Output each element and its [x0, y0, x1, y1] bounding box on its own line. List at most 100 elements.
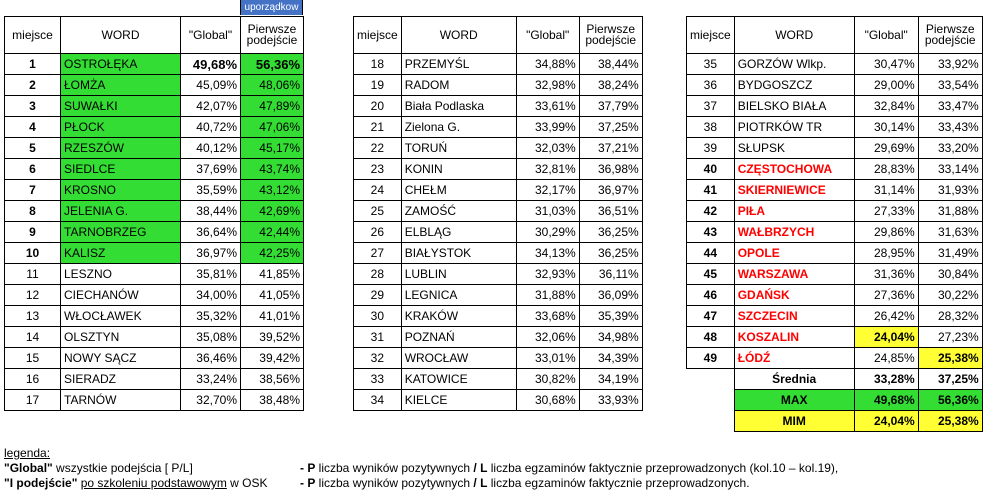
global-value-cell: 30,47% [853, 53, 919, 75]
table-row: 32 WROCŁAW 33,01% 34,39% [353, 347, 643, 369]
rank-cell: 27 [353, 242, 402, 264]
first-attempt-value-cell: 31,63% [917, 221, 983, 243]
word-name-cell: ELBLĄG [400, 221, 517, 243]
first-attempt-value-cell: 33,14% [917, 158, 983, 180]
word-name-cell: TARNÓW [60, 389, 181, 411]
legend-tail-1: liczba egzaminów faktycznie przeprowadzo… [487, 461, 839, 475]
global-value-cell: 33,01% [515, 347, 580, 369]
word-name-cell: ŁÓDŹ [733, 347, 855, 369]
table-row: 30 KRAKÓW 33,68% 35,39% [353, 305, 643, 327]
summary-label-min: MIM [733, 410, 855, 432]
col-header-first-l2: podejście [585, 33, 637, 47]
word-name-cell: CHEŁM [400, 179, 517, 201]
rank-cell: 8 [4, 200, 61, 222]
word-name-cell: PŁOCK [60, 116, 181, 138]
first-attempt-value-cell: 42,44% [240, 221, 304, 243]
table-row: 42 PIŁA 27,33% 31,88% [686, 200, 983, 222]
global-value-cell: 27,33% [853, 200, 919, 222]
legend: legenda: "Global" wszystkie podejścia [ … [4, 446, 838, 491]
summary-label-average: Średnia [733, 368, 855, 390]
first-attempt-value-cell: 36,09% [578, 284, 643, 306]
word-name-cell: TARNOBRZEG [60, 221, 181, 243]
word-name-cell: NOWY SĄCZ [60, 347, 181, 369]
legend-desc-first-tail: w OSK [226, 476, 268, 490]
rank-cell: 20 [353, 95, 402, 117]
table-row: 9 TARNOBRZEG 36,64% 42,44% [4, 221, 304, 243]
sort-indicator-chip: uporządkow [240, 0, 303, 15]
rank-cell: 7 [4, 179, 61, 201]
table-row: 35 GORZÓW Wlkp. 30,47% 33,92% [686, 53, 983, 75]
ranking-table-3: miejsce WORD "Global" Pierwsze podejście … [686, 16, 983, 432]
legend-key-first: "I podejście" [4, 476, 78, 490]
word-name-cell: KOSZALIN [733, 326, 855, 348]
global-value-cell: 33,24% [180, 368, 241, 390]
global-value-cell: 40,72% [180, 116, 241, 138]
rank-cell: 6 [4, 158, 61, 180]
col-header-first-l1: Pierwsze [925, 22, 975, 36]
first-attempt-value-cell: 36,51% [578, 200, 643, 222]
first-attempt-value-cell: 47,89% [240, 95, 304, 117]
first-attempt-value-cell: 36,25% [578, 242, 643, 264]
global-value-cell: 40,12% [180, 137, 241, 159]
legend-key-global: "Global" [4, 461, 53, 475]
table-row: 6 SIEDLCE 37,69% 43,74% [4, 158, 304, 180]
table-row: 2 ŁOMŻA 45,09% 48,06% [4, 74, 304, 96]
global-value-cell: 32,81% [515, 158, 580, 180]
table-row: 43 WAŁBRZYCH 29,86% 31,63% [686, 221, 983, 243]
rank-cell: 28 [353, 263, 402, 285]
global-value-cell: 35,59% [180, 179, 241, 201]
table-row: 38 PIOTRKÓW TR 30,14% 33,43% [686, 116, 983, 138]
global-value-cell: 29,00% [853, 74, 919, 96]
legend-l-1: / L [473, 461, 488, 475]
first-attempt-value-cell: 48,06% [240, 74, 304, 96]
table-row: 19 RADOM 32,98% 38,24% [353, 74, 643, 96]
global-value-cell: 31,14% [853, 179, 919, 201]
word-name-cell: ZAMOŚĆ [400, 200, 517, 222]
word-name-cell: SKIERNIEWICE [733, 179, 855, 201]
rank-cell: 40 [686, 158, 735, 180]
word-name-cell: POZNAŃ [400, 326, 517, 348]
global-value-cell: 36,46% [180, 347, 241, 369]
rank-cell: 13 [4, 305, 61, 327]
summary-min-first: 25,38% [917, 410, 983, 432]
table-row: 49 ŁÓDŹ 24,85% 25,38% [686, 347, 983, 369]
table-row: 47 SZCZECIN 26,42% 28,32% [686, 305, 983, 327]
table-row: 22 TORUŃ 32,03% 37,21% [353, 137, 643, 159]
table-row: 18 PRZEMYŚL 34,88% 38,44% [353, 53, 643, 75]
table-row: 21 Zielona G. 33,99% 37,25% [353, 116, 643, 138]
global-value-cell: 30,68% [515, 389, 580, 411]
rank-cell: 45 [686, 263, 735, 285]
rank-cell: 46 [686, 284, 735, 306]
first-attempt-value-cell: 33,93% [578, 389, 643, 411]
rank-cell: 18 [353, 53, 402, 75]
table-row: 39 SŁUPSK 29,69% 33,20% [686, 137, 983, 159]
word-name-cell: GORZÓW Wlkp. [733, 53, 855, 75]
first-attempt-value-cell: 34,98% [578, 326, 643, 348]
col-header-word: WORD [60, 16, 181, 54]
word-name-cell: RADOM [400, 74, 517, 96]
rank-cell: 42 [686, 200, 735, 222]
word-name-cell: KATOWICE [400, 368, 517, 390]
global-value-cell: 37,69% [180, 158, 241, 180]
table-row: 24 CHEŁM 32,17% 36,97% [353, 179, 643, 201]
first-attempt-value-cell: 30,84% [917, 263, 983, 285]
legend-l-2: / L [473, 476, 488, 490]
rank-cell: 48 [686, 326, 735, 348]
rank-cell: 9 [4, 221, 61, 243]
global-value-cell: 33,99% [515, 116, 580, 138]
table-row: 13 WŁOCŁAWEK 35,32% 41,01% [4, 305, 304, 327]
word-name-cell: Biała Podlaska [400, 95, 517, 117]
first-attempt-value-cell: 31,49% [917, 242, 983, 264]
rank-cell: 4 [4, 116, 61, 138]
first-attempt-value-cell: 37,21% [578, 137, 643, 159]
col-header-first-l1: Pierwsze [586, 22, 636, 36]
first-attempt-value-cell: 34,39% [578, 347, 643, 369]
first-attempt-value-cell: 33,47% [917, 95, 983, 117]
word-name-cell: WROCŁAW [400, 347, 517, 369]
rank-cell: 17 [4, 389, 61, 411]
rank-cell: 32 [353, 347, 402, 369]
legend-explain-global: - P liczba wyników pozytywnych / L liczb… [300, 461, 838, 476]
global-value-cell: 32,98% [515, 74, 580, 96]
first-attempt-value-cell: 28,32% [917, 305, 983, 327]
first-attempt-value-cell: 38,56% [240, 368, 304, 390]
